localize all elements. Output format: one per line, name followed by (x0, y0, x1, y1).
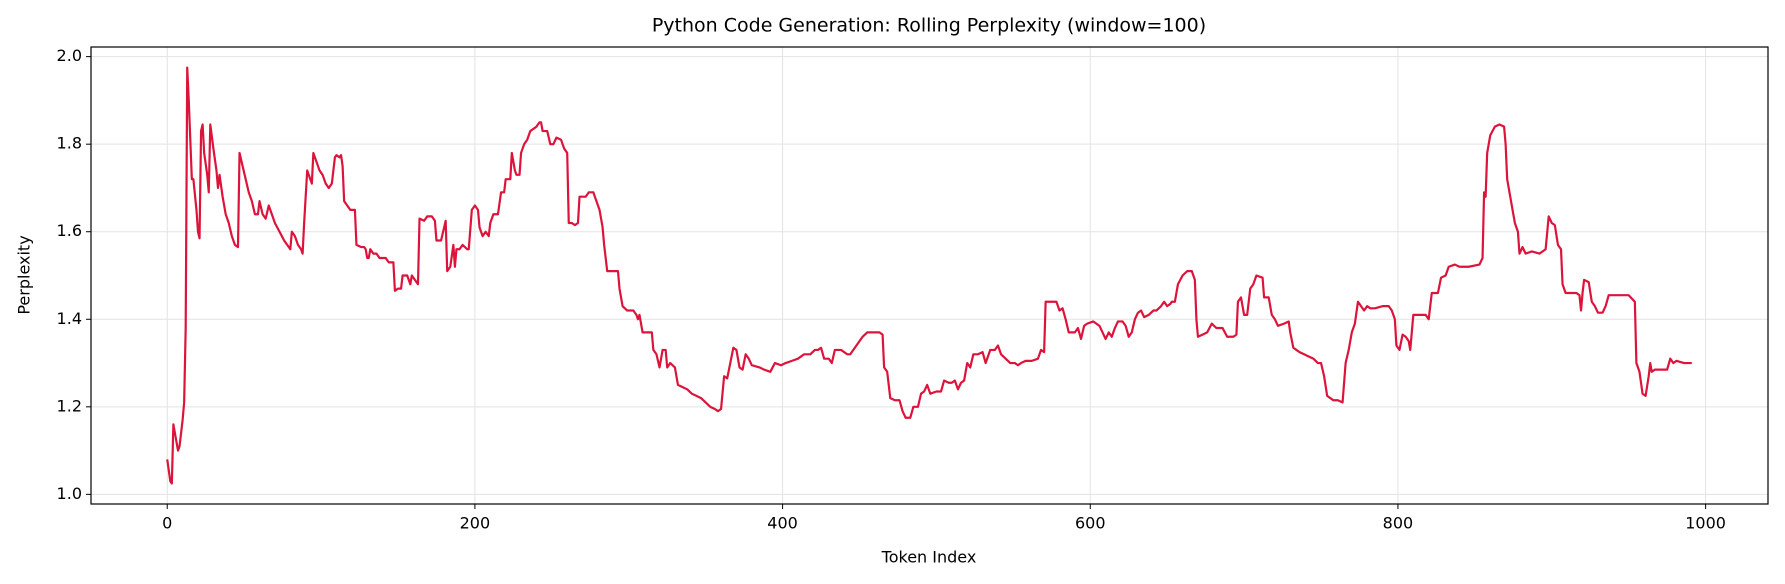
x-axis-label: Token Index (881, 548, 977, 567)
chart-title: Python Code Generation: Rolling Perplexi… (652, 15, 1206, 37)
x-tick-label: 0 (162, 514, 172, 533)
x-tick-label: 1000 (1685, 514, 1726, 533)
y-tick-label: 2.0 (57, 46, 82, 65)
y-axis-label: Perplexity (15, 235, 34, 314)
x-tick-label: 200 (460, 514, 491, 533)
x-tick-label: 400 (767, 514, 798, 533)
y-tick-label: 1.0 (57, 484, 82, 503)
y-tick-label: 1.8 (57, 134, 82, 153)
y-tick-label: 1.6 (57, 221, 82, 240)
data-line (166, 66, 1692, 485)
x-tick-label: 600 (1075, 514, 1106, 533)
y-tick-label: 1.2 (57, 396, 82, 415)
y-tick-label: 1.4 (57, 309, 82, 328)
x-tick-label: 800 (1383, 514, 1414, 533)
plot-frame (90, 46, 1769, 505)
